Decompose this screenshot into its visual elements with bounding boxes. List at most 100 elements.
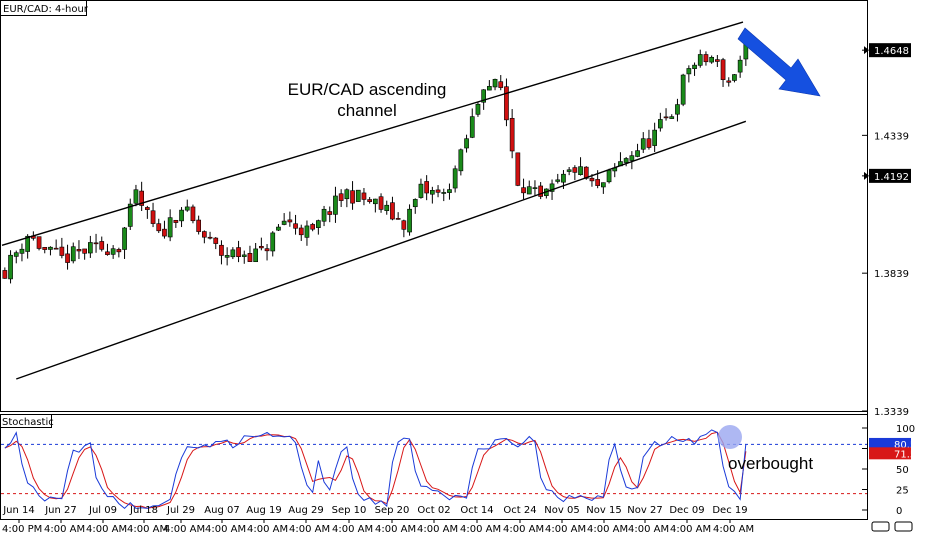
candle-body bbox=[566, 169, 572, 172]
candle-body bbox=[663, 116, 669, 119]
price-tick-label: 1.4192 bbox=[874, 172, 909, 183]
channel-annotation-line2: channel bbox=[337, 101, 397, 120]
time-tick-label: 4:00 AM bbox=[44, 524, 85, 535]
time-tick-label: 4:00 AM bbox=[86, 524, 127, 535]
stochastic-value-label: 80.56 bbox=[894, 440, 923, 451]
time-tick-label: 4:00 PM bbox=[2, 524, 42, 535]
candle-body bbox=[133, 189, 139, 204]
candle-body bbox=[714, 59, 720, 62]
candle-body bbox=[367, 199, 373, 202]
time-tick-label: 4:00 AM bbox=[375, 524, 416, 535]
price-tick-highlight bbox=[869, 168, 911, 183]
time-tick-label: 4:00 AM bbox=[587, 524, 628, 535]
candle-body bbox=[464, 138, 469, 149]
date-tick-label: Nov 15 bbox=[586, 505, 621, 516]
date-tick-label: Sep 20 bbox=[375, 505, 410, 516]
candle-body bbox=[646, 138, 652, 148]
candle-body bbox=[635, 150, 640, 157]
date-tick-label: Nov 27 bbox=[627, 505, 662, 516]
price-tick-label: 1.4339 bbox=[874, 131, 909, 142]
candle-body bbox=[623, 158, 629, 163]
time-tick-label: 4:00 AM bbox=[628, 524, 669, 535]
candle-body bbox=[344, 189, 350, 200]
channel-annotation-line1: EUR/CAD ascending bbox=[288, 80, 447, 99]
price-tick-label: 1.3339 bbox=[874, 407, 909, 418]
candle-body bbox=[59, 246, 65, 256]
candle-body bbox=[355, 189, 361, 202]
candle-body bbox=[372, 198, 378, 205]
stochastic-value-box bbox=[869, 447, 911, 460]
date-tick-label: Dec 19 bbox=[712, 505, 747, 516]
candle-body bbox=[629, 155, 635, 161]
stochastic-title: Stochastic bbox=[2, 417, 54, 428]
candle-body bbox=[686, 68, 692, 75]
candle-body bbox=[429, 190, 435, 195]
candle-body bbox=[219, 244, 224, 256]
channel-upper-line bbox=[1, 21, 744, 247]
price-tick-label: 1.4648 bbox=[874, 46, 909, 57]
chart-title: EUR/CAD: 4-hour bbox=[3, 4, 89, 15]
candle-body bbox=[315, 220, 321, 228]
candle-body bbox=[190, 206, 196, 222]
candle-body bbox=[709, 56, 714, 63]
candle-body bbox=[127, 203, 133, 227]
candle-body bbox=[310, 224, 316, 230]
candle-body bbox=[139, 190, 145, 206]
candle-body bbox=[276, 226, 281, 231]
scroll-icon[interactable] bbox=[871, 521, 890, 532]
candle-body bbox=[600, 182, 606, 188]
candle-body bbox=[76, 249, 82, 252]
time-tick-label: 4:00 AM bbox=[460, 524, 501, 535]
candle-body bbox=[561, 173, 566, 183]
candle-body bbox=[2, 270, 8, 279]
candle-body bbox=[652, 129, 657, 146]
candle-body bbox=[13, 252, 19, 257]
candle-body bbox=[287, 219, 293, 223]
candle-body bbox=[697, 54, 703, 66]
candle-body bbox=[737, 59, 743, 73]
candle-body bbox=[327, 211, 333, 215]
stochastic-tick-label: 0 bbox=[896, 506, 902, 517]
candle-body bbox=[42, 247, 48, 250]
candle-body bbox=[122, 227, 127, 250]
time-tick-label: 4:00 AM bbox=[247, 524, 288, 535]
candle-body bbox=[224, 255, 230, 258]
candle-body bbox=[578, 166, 583, 175]
candle-body bbox=[116, 249, 122, 253]
candle-body bbox=[162, 228, 167, 237]
candle-body bbox=[19, 248, 25, 254]
overbought-annotation: overbought bbox=[728, 454, 813, 473]
candle-body bbox=[538, 185, 543, 197]
candle-body bbox=[230, 249, 236, 258]
candle-body bbox=[82, 248, 87, 254]
candle-body bbox=[407, 208, 412, 233]
time-tick-label: 4:00 AM bbox=[545, 524, 586, 535]
zoom-icon[interactable] bbox=[894, 521, 913, 532]
candle-body bbox=[70, 246, 76, 262]
candle-body bbox=[515, 152, 521, 186]
time-tick-label: 4:00 AM bbox=[289, 524, 330, 535]
candle-body bbox=[8, 254, 13, 280]
candle-body bbox=[93, 242, 99, 245]
time-tick-label: 4:00 AM bbox=[713, 524, 754, 535]
candle-body bbox=[498, 81, 504, 88]
candle-body bbox=[207, 236, 213, 239]
candle-body bbox=[321, 208, 327, 222]
candle-body bbox=[53, 247, 59, 250]
date-tick-label: Jul 09 bbox=[88, 505, 117, 516]
candle-body bbox=[447, 189, 452, 193]
date-tick-label: Jun 14 bbox=[2, 505, 35, 516]
candle-body bbox=[270, 232, 276, 252]
candle-body bbox=[304, 225, 310, 238]
candle-body bbox=[361, 192, 367, 200]
candle-body bbox=[720, 59, 726, 80]
time-tick-label: 4:00 AM bbox=[164, 524, 205, 535]
candle-body bbox=[213, 237, 219, 244]
stochastic-k-line bbox=[4, 429, 747, 510]
date-tick-label: Aug 29 bbox=[288, 505, 323, 516]
candle-body bbox=[549, 183, 555, 192]
candle-body bbox=[48, 246, 53, 250]
candle-body bbox=[418, 183, 424, 198]
candle-body bbox=[509, 117, 515, 152]
candle-body bbox=[412, 199, 418, 208]
